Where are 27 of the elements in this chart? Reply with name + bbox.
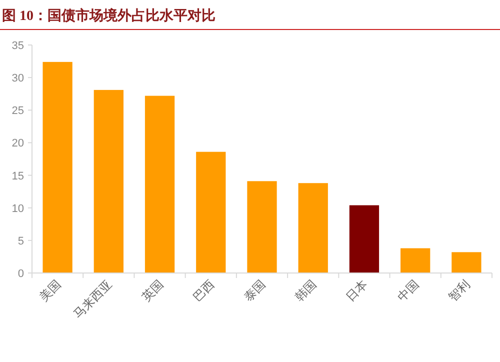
bar — [42, 62, 72, 273]
bar — [349, 205, 380, 273]
y-tick-label: 20 — [12, 138, 24, 150]
y-tick-label: 15 — [12, 170, 24, 182]
chart-title: 图 10：国债市场境外占比水平对比 — [2, 7, 216, 24]
x-tick-label: 日本 — [343, 277, 370, 304]
y-tick-label: 30 — [12, 72, 24, 85]
y-tick-label: 5 — [18, 235, 24, 248]
bar — [298, 183, 328, 273]
bar — [400, 248, 430, 273]
y-tick-label: 10 — [12, 202, 24, 215]
y-tick-label: 35 — [12, 40, 24, 52]
x-tick-label: 智利 — [446, 277, 473, 304]
bar — [452, 252, 482, 273]
y-tick-label: 0 — [18, 268, 24, 280]
bar — [196, 152, 226, 273]
x-tick-label: 巴西 — [190, 277, 218, 304]
x-tick-label: 中国 — [394, 277, 422, 304]
x-tick-label: 韩国 — [292, 277, 320, 304]
x-tick-label: 美国 — [36, 277, 64, 304]
bar — [144, 96, 175, 273]
bar — [94, 90, 124, 273]
bar — [247, 181, 277, 273]
x-tick-label: 泰国 — [241, 277, 268, 304]
y-tick-label: 25 — [12, 105, 24, 118]
x-tick-label: 英国 — [139, 277, 166, 304]
x-tick-label: 马来西亚 — [70, 277, 115, 322]
